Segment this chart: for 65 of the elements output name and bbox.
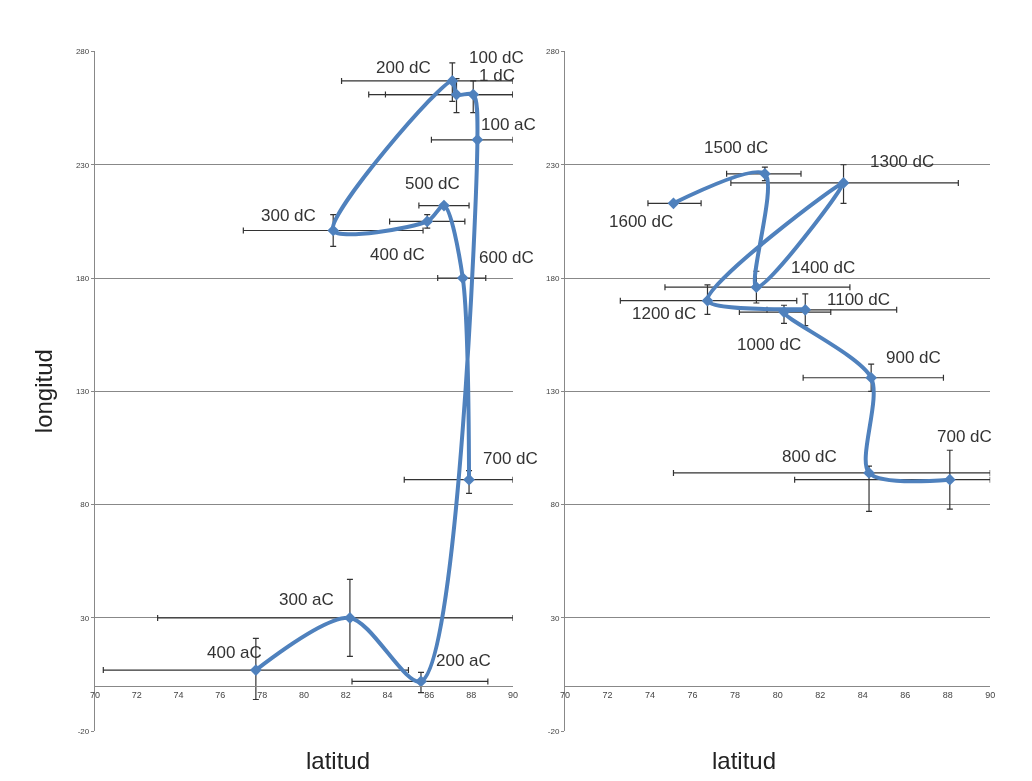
y-tick-label: 230 xyxy=(546,160,560,170)
point xyxy=(250,664,262,676)
y-tick-label: 180 xyxy=(546,273,560,283)
x-tick-label: 90 xyxy=(507,689,518,700)
x-tick-label: 72 xyxy=(131,689,142,700)
x-axis-title: latitud xyxy=(712,747,777,774)
annotation: 600 dC xyxy=(479,248,534,267)
y-tick-label: -20 xyxy=(547,727,560,737)
point xyxy=(456,272,469,284)
x-tick-label: 80 xyxy=(298,689,309,700)
annotation: 700 dC xyxy=(937,427,992,446)
x-tick-label: 74 xyxy=(173,689,184,700)
point xyxy=(701,294,714,307)
point xyxy=(667,197,680,210)
y-tick-label: 130 xyxy=(546,387,560,397)
x-tick-label: 76 xyxy=(215,689,226,700)
x-tick-label: 84 xyxy=(382,689,393,700)
annotation: 400 dC xyxy=(370,245,425,264)
y-tick-label: 80 xyxy=(80,500,90,510)
annotation: 200 aC xyxy=(436,651,491,670)
y-axis-title: longitud xyxy=(30,349,58,434)
annotation: 1600 dC xyxy=(609,212,674,231)
x-tick-label: 76 xyxy=(687,689,698,700)
annotation: 300 aC xyxy=(279,590,334,609)
x-tick-label: 78 xyxy=(730,689,741,700)
y-tick-label: 280 xyxy=(546,47,560,57)
annotation: 300 dC xyxy=(261,206,316,225)
x-tick-label: 86 xyxy=(900,689,911,700)
y-tick-label: -20 xyxy=(77,727,90,737)
y-tick-label: 30 xyxy=(80,613,90,623)
x-tick-label: 86 xyxy=(424,689,435,700)
x-axis-title: latitud xyxy=(306,747,371,774)
x-tick-label: 74 xyxy=(645,689,656,700)
x-tick-label: 82 xyxy=(340,689,351,700)
x-tick-label: 80 xyxy=(772,689,783,700)
annotation: 1500 dC xyxy=(704,138,769,157)
annotation: 800 dC xyxy=(782,447,837,466)
x-tick-label: 82 xyxy=(815,689,826,700)
annotation: 700 dC xyxy=(483,449,538,468)
point xyxy=(446,75,459,87)
y-tick-label: 280 xyxy=(75,47,90,57)
annotation: 100 aC xyxy=(481,115,536,134)
y-tick-label: 130 xyxy=(75,387,90,397)
point xyxy=(837,177,850,189)
y-tick-label: 80 xyxy=(550,500,560,510)
x-tick-label: 88 xyxy=(466,689,477,700)
annotation: 1400 dC xyxy=(791,258,856,277)
x-tick-label: 90 xyxy=(985,689,996,700)
annotation: 1200 dC xyxy=(632,304,697,323)
annotation: 1000 dC xyxy=(737,335,802,354)
y-tick-label: 30 xyxy=(550,613,560,623)
x-tick-label: 88 xyxy=(942,689,953,700)
y-tick-label: 180 xyxy=(75,273,90,283)
annotation: 1100 dC xyxy=(827,290,891,309)
point xyxy=(438,199,450,212)
annotation: 100 dC xyxy=(469,48,524,67)
annotation: 900 dC xyxy=(886,348,941,367)
annotation: 500 dC xyxy=(405,174,460,193)
annotation: 200 dC xyxy=(376,58,431,77)
y-tick-label: 230 xyxy=(75,160,90,170)
x-tick-label: 84 xyxy=(857,689,868,700)
x-tick-label: 78 xyxy=(257,689,268,700)
x-tick-label: 72 xyxy=(602,689,613,700)
point xyxy=(865,371,878,384)
point xyxy=(750,281,763,293)
